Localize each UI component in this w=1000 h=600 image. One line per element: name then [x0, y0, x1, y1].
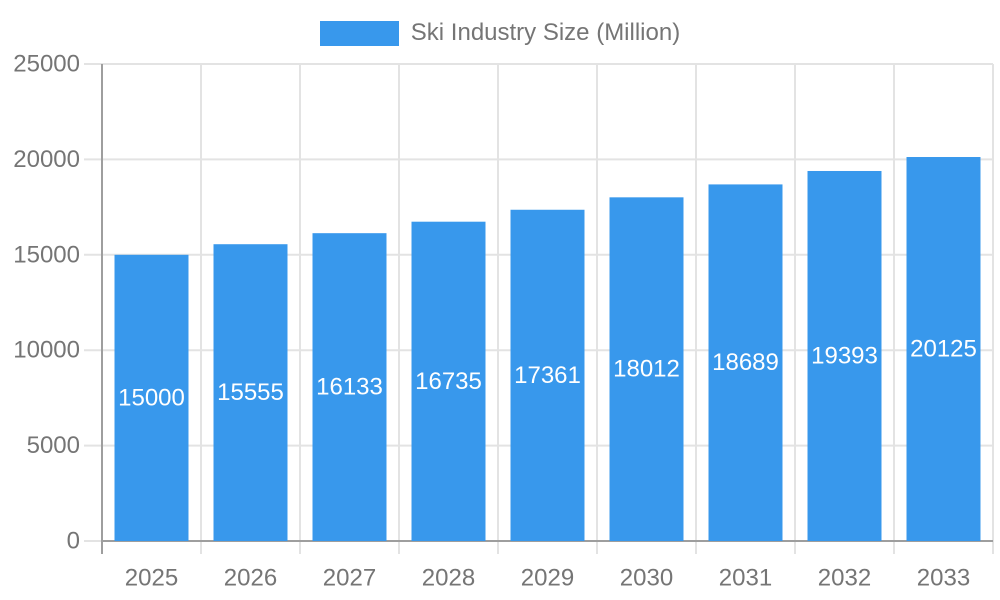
bar[interactable] [807, 170, 882, 541]
bar[interactable] [312, 233, 387, 541]
bar[interactable] [213, 244, 288, 541]
bar[interactable] [114, 254, 189, 542]
x-tick-label: 2029 [521, 565, 574, 592]
bar-value-label: 18012 [613, 356, 680, 383]
x-tick-label: 2027 [323, 565, 376, 592]
bar-value-label: 18689 [712, 349, 779, 376]
bar-value-label: 15000 [118, 384, 185, 411]
bar[interactable] [708, 184, 783, 541]
x-tick-label: 2030 [620, 565, 673, 592]
x-tick-label: 2025 [125, 565, 178, 592]
bar-value-label: 15555 [217, 379, 284, 406]
bar-value-label: 16735 [415, 368, 482, 395]
bar[interactable] [510, 209, 585, 541]
x-tick-label: 2026 [224, 565, 277, 592]
bar-value-label: 17361 [514, 362, 581, 389]
y-tick-label: 15000 [13, 241, 80, 268]
bar-value-label: 19393 [811, 342, 878, 369]
y-tick-label: 0 [67, 528, 80, 555]
y-tick-label: 5000 [27, 432, 80, 459]
x-tick-label: 2028 [422, 565, 475, 592]
y-tick-label: 25000 [13, 51, 80, 78]
bar-value-label: 20125 [910, 336, 977, 363]
bar[interactable] [906, 157, 981, 541]
x-tick-label: 2031 [719, 565, 772, 592]
x-tick-label: 2032 [818, 565, 871, 592]
bar-value-label: 16133 [316, 374, 383, 401]
bar[interactable] [609, 197, 684, 541]
x-tick-label: 2033 [917, 565, 970, 592]
chart-legend[interactable]: Ski Industry Size (Million) [0, 19, 1000, 47]
legend-label: Ski Industry Size (Million) [410, 19, 681, 46]
bar[interactable] [411, 221, 486, 541]
y-tick-label: 20000 [13, 146, 80, 173]
legend-swatch [319, 20, 399, 46]
y-tick-label: 10000 [13, 337, 80, 364]
